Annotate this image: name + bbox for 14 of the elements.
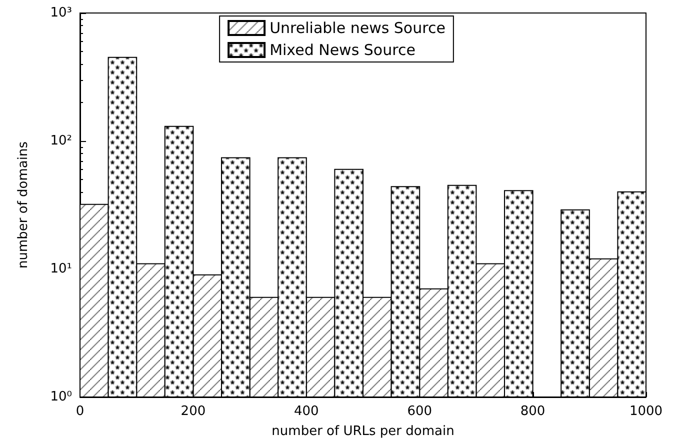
x-axis-title: number of URLs per domain <box>272 424 454 439</box>
x-tick-label: 800 <box>520 404 546 419</box>
y-tick-label: 10³ <box>50 6 72 20</box>
legend-label: Mixed News Source <box>270 41 416 59</box>
x-tick-label: 400 <box>294 404 319 419</box>
y-tick-label: 10² <box>50 134 72 148</box>
x-tick-label: 0 <box>76 404 84 419</box>
y-tick-label: 10⁰ <box>50 390 72 404</box>
x-tick-label: 600 <box>407 404 432 419</box>
legend-label: Unreliable news Source <box>270 19 446 37</box>
x-tick-label: 200 <box>180 404 206 419</box>
y-tick-label: 10¹ <box>50 262 72 276</box>
x-tick-label: 1000 <box>629 404 663 419</box>
y-axis-title: number of domains <box>16 141 31 268</box>
